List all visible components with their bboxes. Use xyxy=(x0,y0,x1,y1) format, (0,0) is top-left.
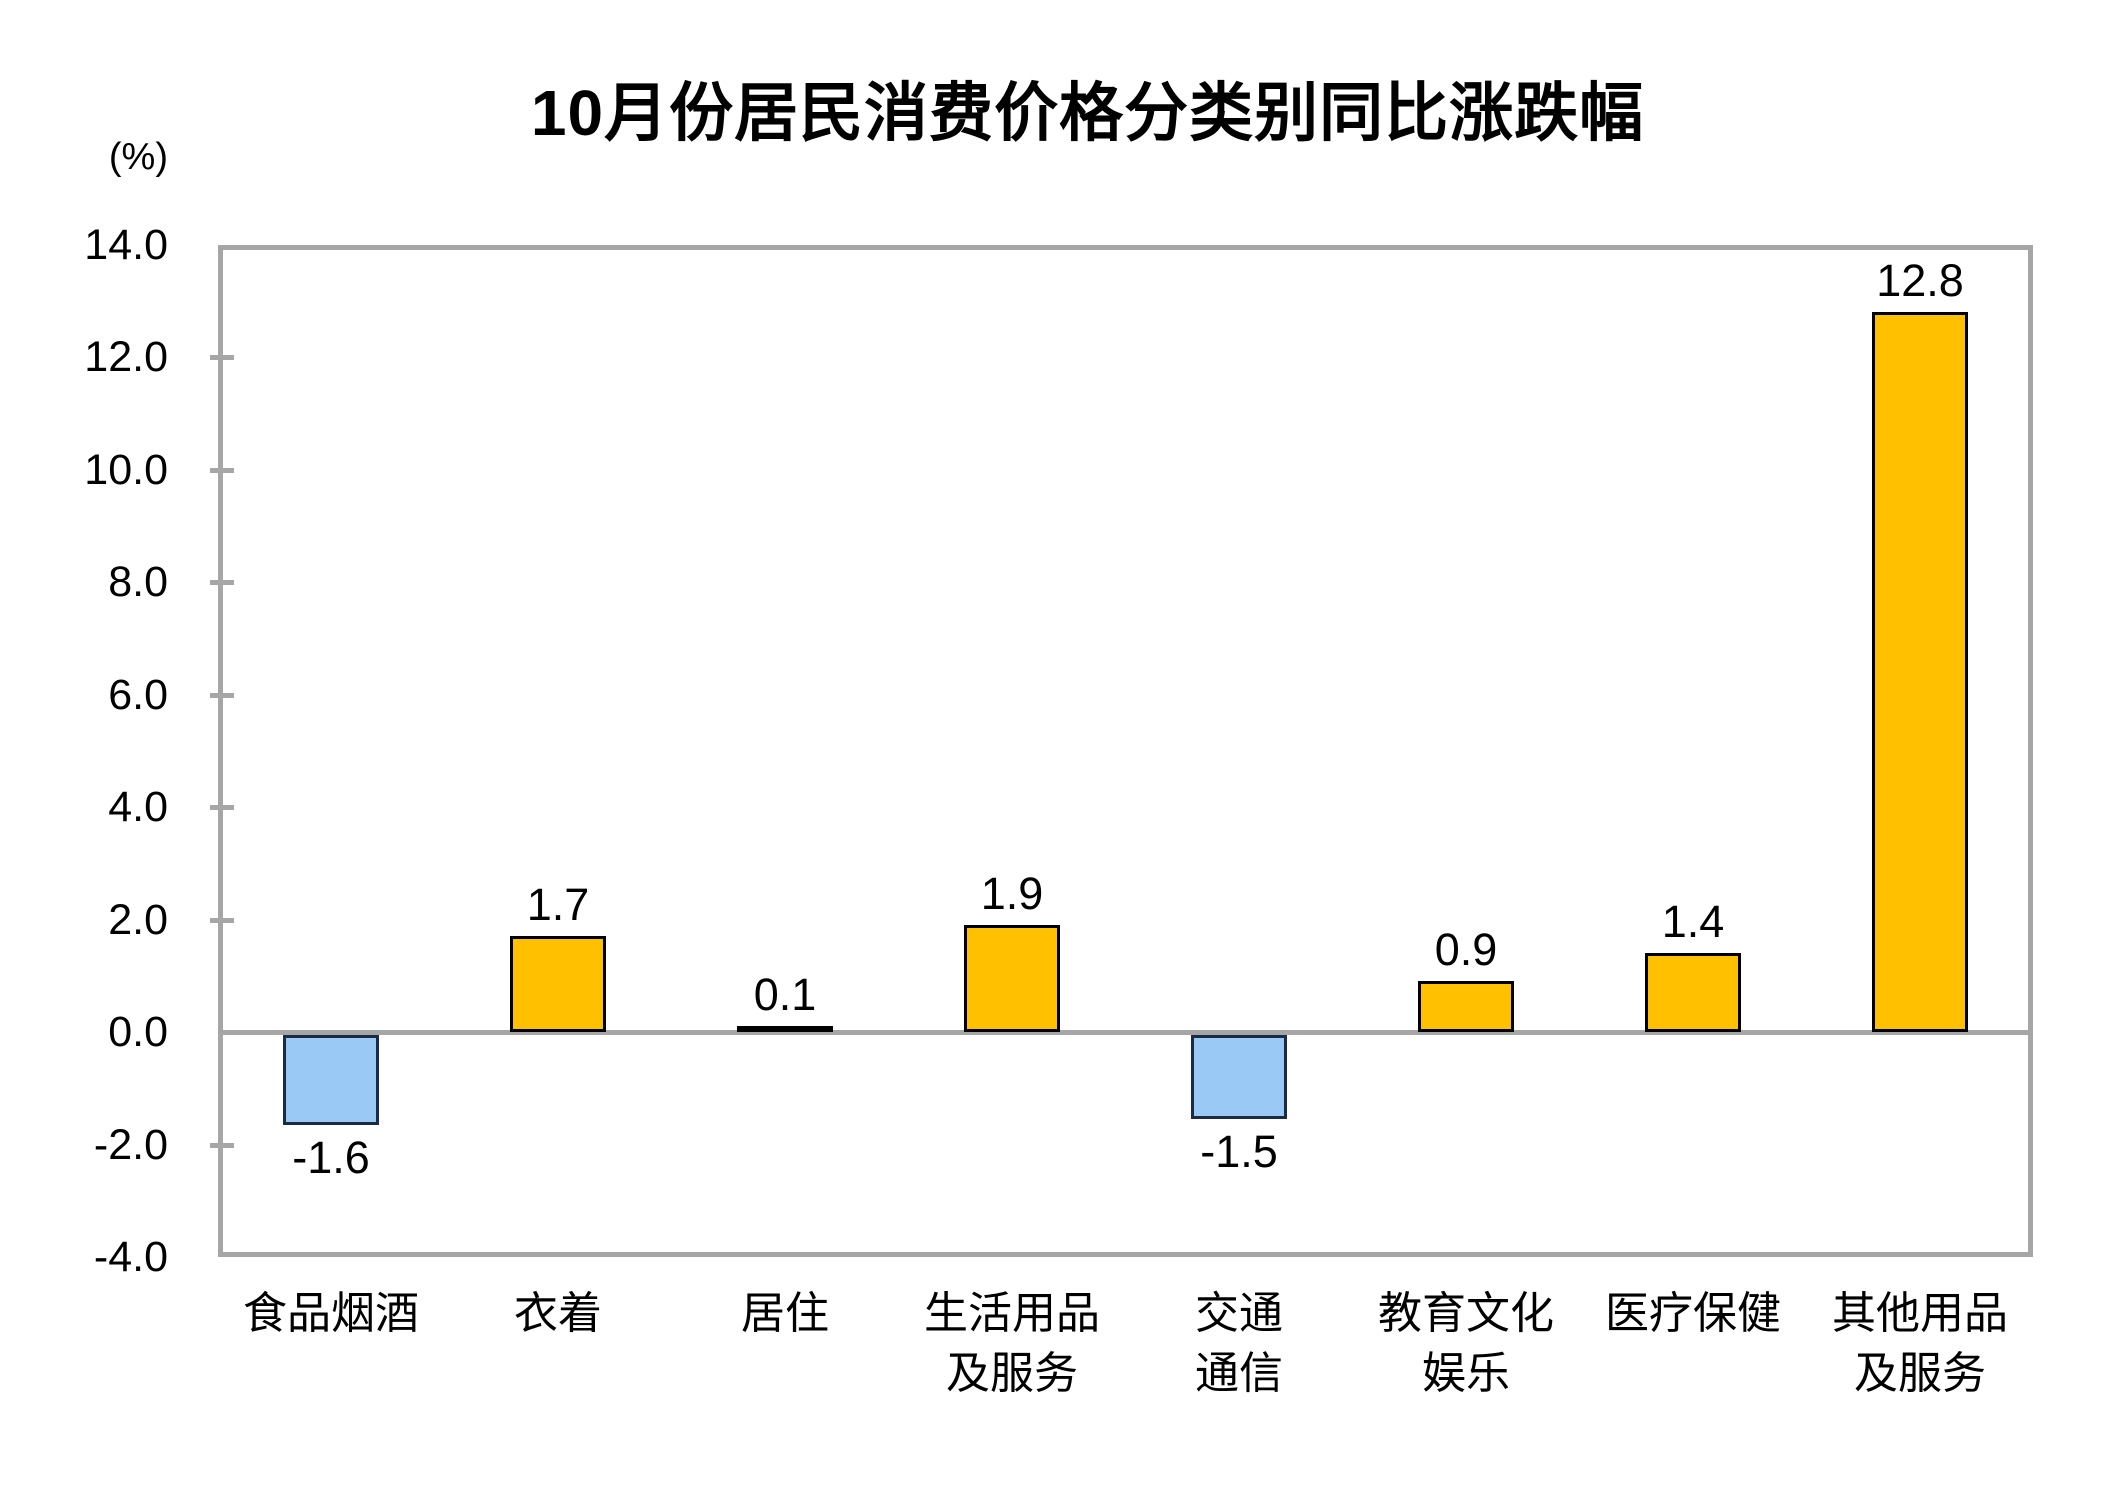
x-axis-category-label: 其他用品 及服务 xyxy=(1832,1289,2008,1398)
bar-3 xyxy=(737,1026,833,1032)
x-axis-category-label: 交通 通信 xyxy=(1195,1289,1283,1398)
y-axis-tick-mark xyxy=(210,805,234,811)
y-axis-tick-label: 2.0 xyxy=(108,895,168,944)
y-axis-tick-mark xyxy=(210,355,234,361)
bar-value-label: 0.9 xyxy=(1434,924,1498,975)
x-axis-category-label: 居住 xyxy=(741,1289,829,1338)
bar-value-label: -1.5 xyxy=(1200,1126,1278,1177)
bar-value-label: -1.6 xyxy=(292,1132,370,1183)
y-axis-tick-mark xyxy=(210,692,234,698)
bar-6 xyxy=(1418,981,1514,1032)
bar-8 xyxy=(1872,312,1968,1032)
x-axis-category-label: 生活用品 及服务 xyxy=(924,1289,1100,1398)
y-axis-tick-label: 8.0 xyxy=(108,558,168,607)
y-axis-tick-label: 14.0 xyxy=(84,221,168,269)
zero-axis-line xyxy=(218,1030,2033,1035)
y-axis-tick-mark xyxy=(210,917,234,923)
plot-area xyxy=(218,245,2033,1257)
bar-5 xyxy=(1191,1035,1287,1119)
y-axis-tick-label: -4.0 xyxy=(93,1233,168,1281)
x-axis-category-label: 食品烟酒 xyxy=(243,1289,419,1338)
bar-4 xyxy=(964,925,1060,1032)
y-axis-tick-label: 0.0 xyxy=(108,1008,168,1057)
bar-value-label: 1.9 xyxy=(980,868,1044,919)
y-axis-tick-label: 12.0 xyxy=(84,333,168,382)
y-axis-tick-label: 10.0 xyxy=(84,445,168,494)
y-axis-tick-mark xyxy=(210,467,234,473)
x-axis-category-label: 衣着 xyxy=(514,1289,602,1338)
y-axis-tick-mark xyxy=(210,580,234,586)
bar-value-label: 1.7 xyxy=(526,879,590,930)
bar-value-label: 1.4 xyxy=(1661,896,1725,947)
bar-value-label: 12.8 xyxy=(1876,255,1964,306)
bar-1 xyxy=(283,1035,379,1125)
bar-2 xyxy=(510,936,606,1032)
x-axis-category-label: 教育文化 娱乐 xyxy=(1378,1289,1554,1398)
bar-value-label: 0.1 xyxy=(753,969,817,1020)
chart-title: 10月份居民消费价格分类别同比涨跌幅 xyxy=(530,77,1645,149)
y-axis-tick-mark xyxy=(210,1142,234,1148)
y-axis-tick-label: 6.0 xyxy=(108,670,168,719)
y-axis-tick-label: 4.0 xyxy=(108,783,168,832)
bar-7 xyxy=(1645,953,1741,1032)
y-axis-unit-label: (%) xyxy=(108,136,168,178)
x-axis-category-label: 医疗保健 xyxy=(1605,1289,1781,1338)
y-axis-tick-label: -2.0 xyxy=(93,1120,168,1169)
